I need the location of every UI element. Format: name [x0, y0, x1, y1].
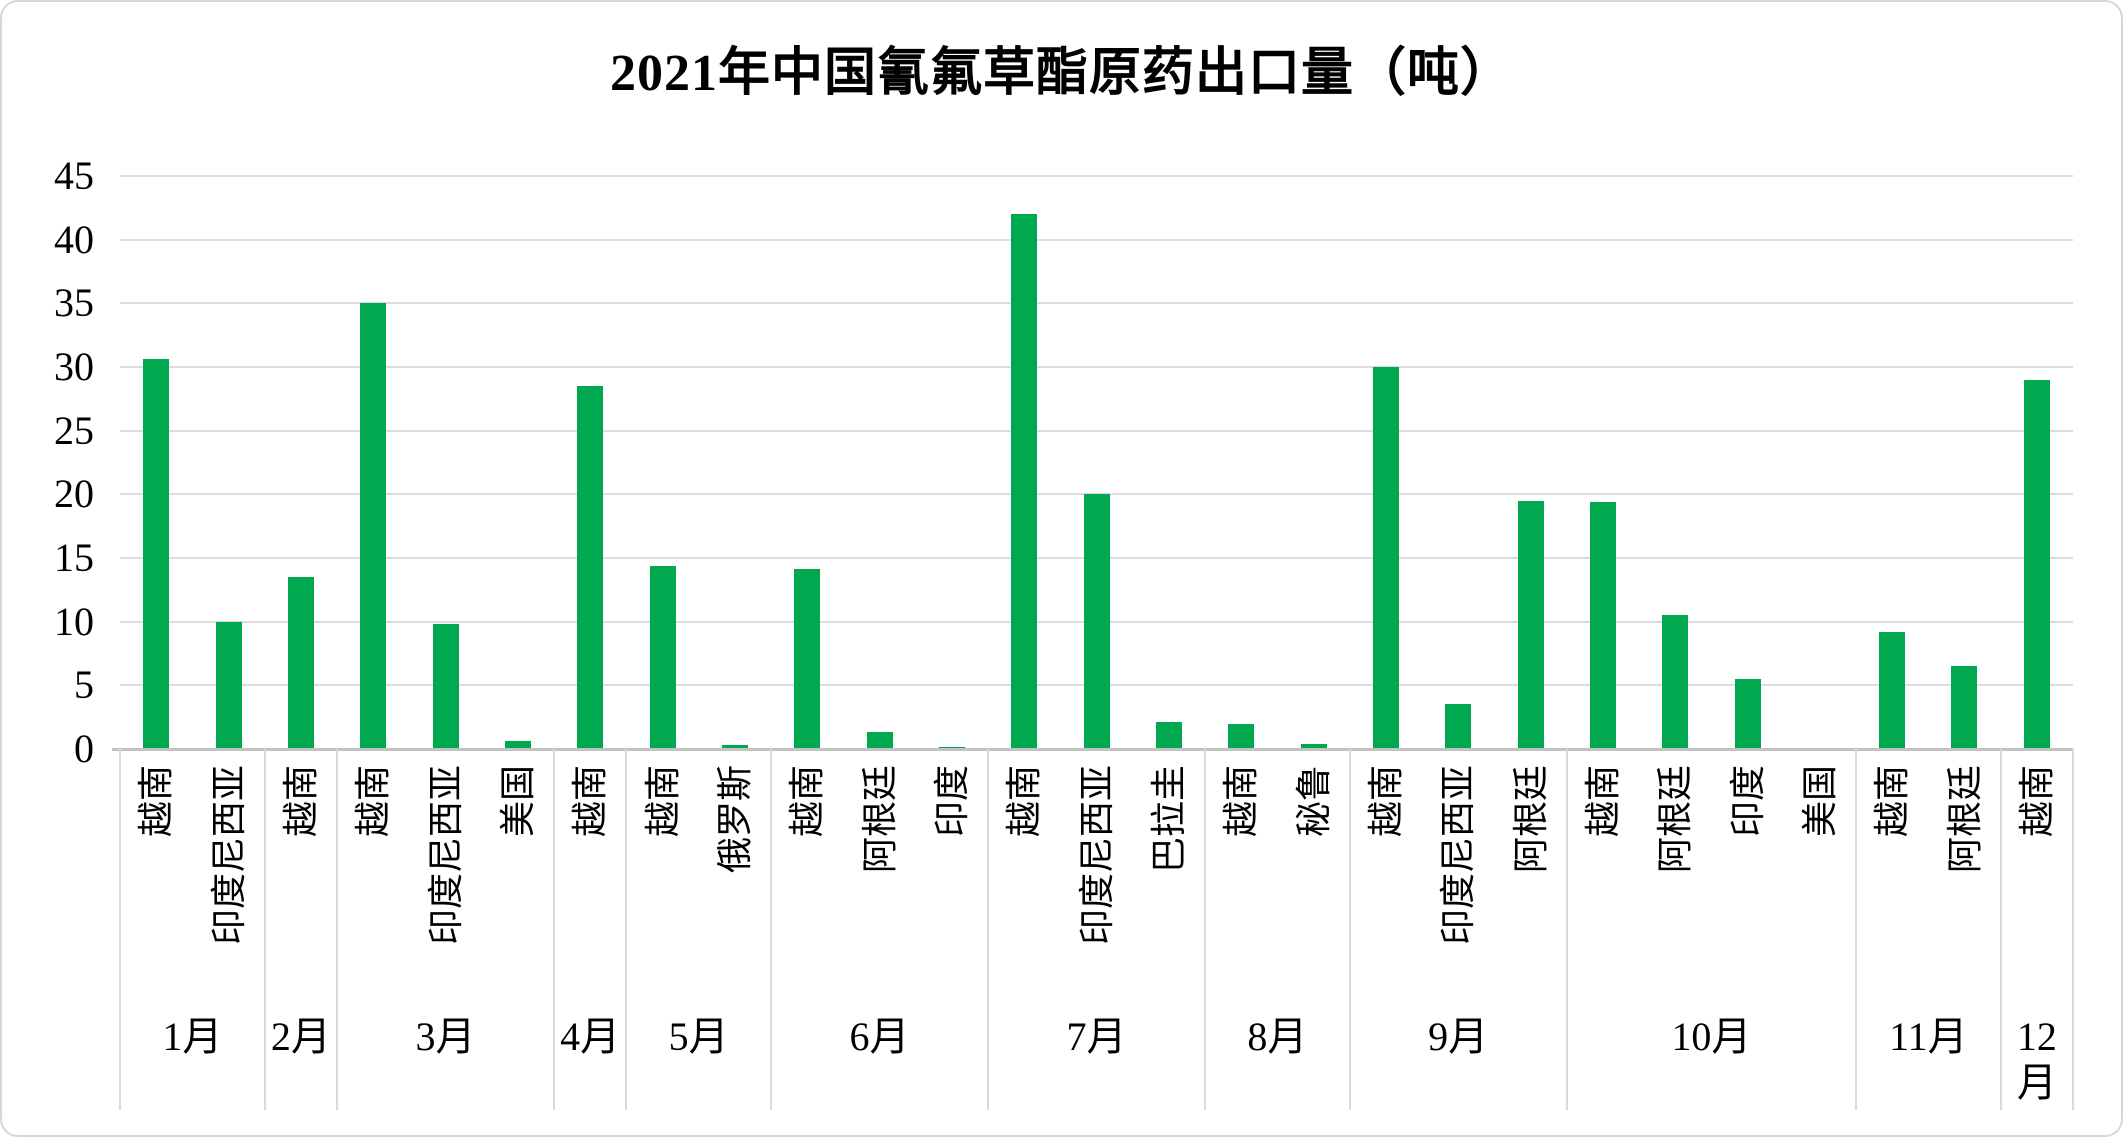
x-axis-country-label: 越南	[1365, 765, 1406, 838]
y-gridline	[120, 429, 2073, 432]
x-axis-month-label: 6月	[849, 1014, 910, 1059]
bar-1月-越南	[143, 359, 169, 749]
y-axis-tick-label: 25	[54, 407, 94, 453]
x-axis-country-label: 印度尼西亚	[425, 765, 466, 946]
y-axis-tick-label: 15	[54, 535, 94, 580]
y-axis-tick-label: 5	[74, 662, 94, 708]
bar-6月-阿根廷	[867, 732, 893, 749]
month-separator	[1348, 749, 1351, 1110]
x-axis-month-label: 1月	[162, 1014, 223, 1059]
y-axis-tick-label: 30	[54, 344, 94, 389]
x-axis-country-label: 阿根廷	[1510, 765, 1551, 874]
bar-7月-越南	[1011, 214, 1037, 749]
x-axis-month-label: 5月	[668, 1014, 729, 1059]
bar-6月-越南	[794, 569, 820, 749]
x-axis-country-label: 巴拉圭	[1148, 765, 1189, 874]
x-axis-month-label: 2月	[270, 1014, 331, 1059]
y-axis-tick-label: 0	[74, 726, 94, 771]
x-axis-country-label: 印度尼西亚	[208, 765, 249, 946]
x-axis-country-label: 越南	[353, 765, 394, 838]
bar-9月-越南	[1373, 367, 1399, 749]
bar-5月-俄罗斯	[722, 745, 748, 749]
bar-10月-阿根廷	[1662, 615, 1688, 749]
chart-title: 2021年中国氰氟草酯原药出口量（吨）	[609, 45, 1513, 102]
x-axis-country-label: 阿根廷	[859, 765, 900, 874]
month-separator	[987, 749, 989, 1110]
bar-3月-印度尼西亚	[433, 624, 459, 749]
bar-7月-印度尼西亚	[1084, 494, 1110, 749]
bar-5月-越南	[650, 566, 676, 749]
month-separator	[119, 749, 121, 1110]
x-axis-month-label: 4月	[560, 1014, 621, 1059]
x-axis-month-label: 7月	[1066, 1014, 1127, 1059]
y-gridline	[120, 302, 2073, 305]
x-axis-country-label: 越南	[787, 765, 828, 838]
bar-10月-印度	[1735, 679, 1761, 749]
bar-11月-阿根廷	[1951, 666, 1977, 749]
x-axis-country-label: 越南	[1221, 765, 1262, 838]
x-axis-country-label: 印度尼西亚	[1076, 765, 1117, 946]
y-axis-tick-label: 35	[54, 280, 94, 326]
x-axis-country-label: 阿根廷	[1655, 765, 1696, 874]
y-gridline	[120, 366, 2073, 368]
x-axis-country-label: 印度	[1727, 765, 1768, 838]
y-axis-tick-label: 40	[54, 216, 94, 262]
x-axis-country-label: 秘鲁	[1293, 765, 1334, 838]
x-axis-country-label: 越南	[1004, 765, 1045, 838]
month-separator	[336, 749, 338, 1110]
x-axis-country-label: 越南	[280, 765, 321, 838]
x-axis-country-label: 越南	[2016, 765, 2057, 838]
x-axis-country-label: 美国	[1799, 765, 1840, 838]
x-axis-country-label: 越南	[1582, 765, 1623, 838]
x-axis-line	[112, 748, 2073, 751]
y-gridline	[120, 175, 2073, 177]
month-separator	[1855, 749, 1857, 1110]
bar-8月-秘鲁	[1301, 744, 1327, 749]
y-axis-tick-label: 10	[54, 598, 94, 644]
bar-12月-越南	[2024, 380, 2050, 749]
bar-11月-越南	[1879, 632, 1905, 749]
y-axis-tick-label: 45	[54, 153, 94, 198]
month-separator	[1204, 749, 1206, 1110]
bar-9月-阿根廷	[1518, 501, 1544, 749]
x-axis-month-label: 12月	[2016, 1014, 2057, 1105]
month-separator	[770, 749, 772, 1110]
bar-10月-越南	[1590, 502, 1616, 749]
x-axis-month-label: 11月	[1889, 1014, 1968, 1059]
month-separator	[2072, 749, 2074, 1110]
bar-8月-越南	[1228, 724, 1254, 749]
bar-3月-美国	[505, 741, 531, 749]
x-axis-month-label: 9月	[1428, 1014, 1489, 1059]
x-axis-country-label: 俄罗斯	[714, 765, 755, 874]
bar-9月-印度尼西亚	[1445, 704, 1471, 749]
bar-3月-越南	[360, 303, 386, 749]
month-separator	[263, 749, 266, 1110]
bar-1月-印度尼西亚	[216, 622, 242, 749]
bar-7月-巴拉圭	[1156, 722, 1182, 749]
x-axis-country-label: 阿根廷	[1944, 765, 1985, 874]
y-gridline	[120, 238, 2073, 241]
month-separator	[553, 749, 555, 1110]
x-axis-month-label: 10月	[1671, 1014, 1752, 1059]
x-axis-country-label: 印度尼西亚	[1438, 765, 1479, 946]
x-axis-country-label: 越南	[570, 765, 611, 838]
bar-4月-越南	[577, 386, 603, 749]
x-axis-country-label: 美国	[497, 765, 538, 838]
x-axis-country-label: 越南	[136, 765, 177, 838]
y-axis-tick-label: 20	[54, 471, 94, 517]
x-axis-country-label: 越南	[642, 765, 683, 838]
bar-2月-越南	[288, 577, 314, 749]
month-separator	[1565, 749, 1568, 1110]
x-axis-month-label: 8月	[1247, 1014, 1308, 1059]
month-separator	[625, 749, 628, 1110]
x-axis-country-label: 越南	[1872, 765, 1913, 838]
x-axis-country-label: 印度	[931, 765, 972, 838]
month-separator	[1999, 749, 2002, 1110]
x-axis-month-label: 3月	[415, 1014, 476, 1059]
